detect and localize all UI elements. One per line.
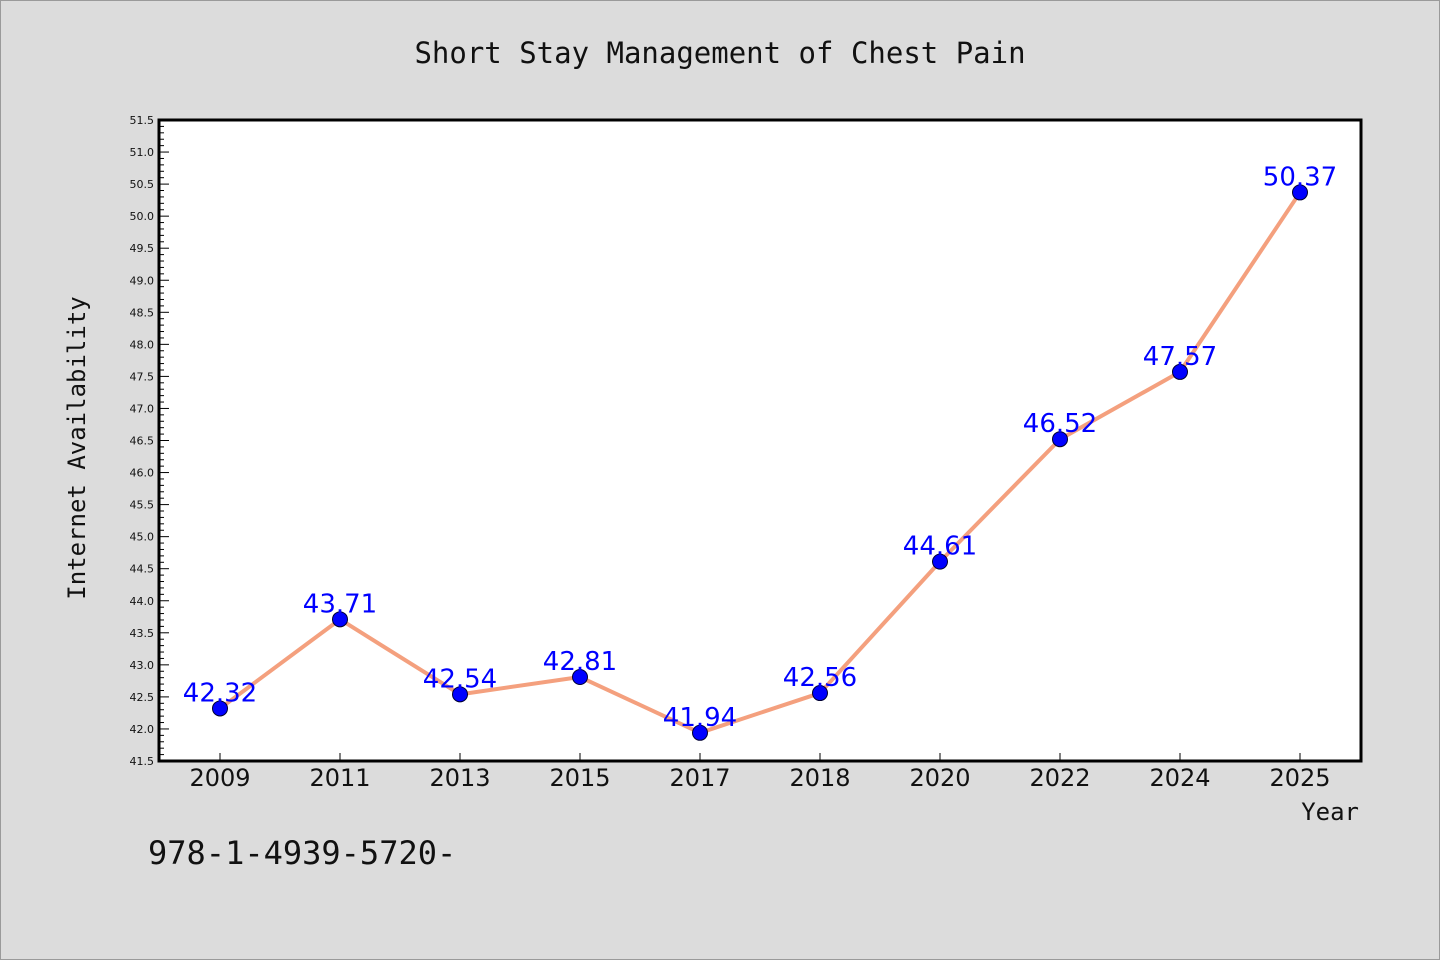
x-tick-label: 2022 [1029, 764, 1090, 792]
data-label: 43.71 [303, 589, 377, 619]
y-axis-label: Internet Availability [63, 296, 91, 599]
y-tick-label: 51.0 [130, 146, 155, 159]
y-tick-label: 45.0 [130, 531, 155, 544]
x-tick-label: 2017 [669, 764, 730, 792]
data-label: 42.56 [783, 663, 857, 693]
data-label: 42.54 [423, 664, 497, 694]
data-point [332, 611, 348, 628]
data-point [452, 686, 468, 703]
data-point [1172, 363, 1188, 380]
y-tick-label: 43.0 [130, 659, 155, 672]
x-axis-label: Year [1301, 798, 1359, 826]
y-tick-label: 49.0 [130, 274, 155, 287]
data-label: 50.37 [1263, 162, 1337, 192]
x-tick-label: 2025 [1269, 764, 1330, 792]
y-tick-label: 46.0 [130, 467, 155, 480]
data-label: 42.81 [543, 647, 617, 677]
data-point [692, 724, 708, 741]
y-tick-label: 48.5 [130, 306, 155, 319]
x-tick-label: 2018 [789, 764, 850, 792]
data-label: 46.52 [1023, 409, 1097, 439]
y-axis: 41.5 42.0 42.5 43.0 43.5 44.0 44.5 45.0 45.5 46.0… [130, 114, 169, 768]
x-tick-label: 2009 [189, 764, 250, 792]
chart-title: Short Stay Management of Chest Pain [414, 36, 1025, 70]
x-tick-label: 2020 [909, 764, 970, 792]
y-tick-label: 50.5 [130, 178, 155, 191]
data-label: 41.94 [663, 703, 737, 733]
data-point [932, 553, 948, 570]
x-tick-label: 2013 [429, 764, 490, 792]
series-line [218, 191, 1302, 735]
y-tick-label: 42.0 [130, 723, 155, 736]
data-point [1052, 431, 1068, 448]
y-tick-label: 42.5 [130, 691, 155, 704]
y-tick-label: 51.5 [130, 114, 155, 127]
data-label: 42.32 [183, 678, 257, 708]
data-point [1292, 184, 1308, 201]
y-tick-label: 48.0 [130, 338, 155, 351]
data-point [212, 700, 228, 717]
data-label: 47.57 [1143, 342, 1217, 372]
plot-area [157, 118, 1363, 763]
footnote: 978-1-4939-5720- [148, 834, 456, 872]
y-tick-label: 41.5 [130, 755, 155, 768]
y-tick-label: 49.5 [130, 242, 155, 255]
y-tick-label: 47.0 [130, 402, 155, 415]
y-tick-label: 46.5 [130, 435, 155, 448]
series: 42.32 43.71 42.54 42.81 41.94 42.56 44.61 46.52… [183, 162, 1337, 741]
data-point [572, 669, 588, 686]
y-tick-label: 44.5 [130, 563, 155, 576]
y-tick-label: 44.0 [130, 595, 155, 608]
x-tick-label: 2015 [549, 764, 610, 792]
y-tick-label: 47.5 [130, 370, 155, 383]
y-tick-label: 45.5 [130, 499, 155, 512]
data-label: 44.61 [903, 532, 977, 562]
x-tick-label: 2011 [309, 764, 370, 792]
x-axis: 2009 2011 2013 2015 2017 2018 2020 2022 2024 2025 [189, 753, 1331, 792]
data-point [812, 685, 828, 702]
y-tick-label: 50.0 [130, 210, 155, 223]
x-tick-label: 2024 [1149, 764, 1210, 792]
y-tick-label: 43.5 [130, 627, 155, 640]
